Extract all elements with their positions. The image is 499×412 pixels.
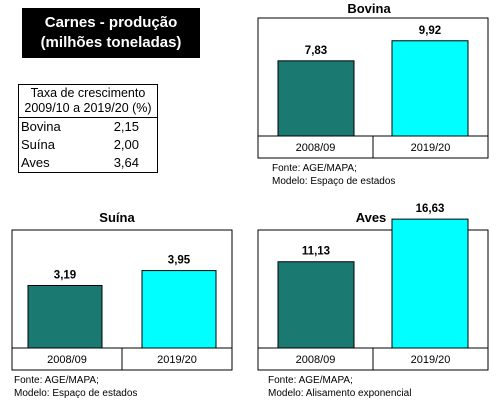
main-title: Carnes - produção (milhões toneladas) — [22, 8, 200, 58]
source-line2: Modelo: Alisamento exponencial — [268, 388, 412, 399]
data-label-bovina: 9,92 — [419, 25, 441, 37]
data-label-aves: 16,63 — [416, 203, 445, 215]
x-tick-label-bovina: 2019/20 — [411, 142, 451, 154]
row-label-bovina: Bovina — [21, 119, 61, 134]
x-tick-label-aves: 2008/09 — [296, 354, 336, 366]
data-label-aves: 11,13 — [302, 246, 330, 258]
chart-title-suina: Suína — [99, 210, 135, 225]
growth-rate-table: Taxa de crescimento 2009/10 a 2019/20 (%… — [18, 84, 158, 173]
source-line1: Fonte: AGE/MAPA; — [268, 375, 353, 386]
table-header-row: Taxa de crescimento 2009/10 a 2019/20 (%… — [18, 84, 158, 118]
table-header: Taxa de crescimento 2009/10 a 2019/20 (%… — [18, 84, 158, 118]
data-label-suina: 3,95 — [168, 255, 191, 267]
data-label-suina: 3,19 — [54, 269, 76, 281]
source-line1: Fonte: AGE/MAPA; — [272, 163, 357, 174]
chart-title-bovina: Bovina — [347, 1, 391, 16]
x-tick-label-suina: 2008/09 — [47, 354, 87, 366]
row-value-aves: 3,64 — [113, 155, 139, 170]
bar-aves-2019-20 — [391, 218, 469, 349]
table-row: Aves 3,64 — [19, 154, 158, 173]
chart-title-aves: Aves — [356, 210, 387, 225]
row-label-aves: Aves — [21, 155, 50, 170]
row-value-bovina: 2,15 — [113, 119, 139, 134]
bar-aves-2008-09 — [277, 261, 355, 349]
row-label-suina: Suína — [21, 137, 55, 152]
table-row: Bovina 2,15 — [19, 118, 158, 137]
x-tick-label-aves: 2019/20 — [411, 354, 451, 366]
source-note-aves: Fonte: AGE/MAPA; Modelo: Alisamento expo… — [268, 374, 411, 400]
bar-suina-2019-20 — [141, 270, 217, 349]
x-tick-label-suina: 2019/20 — [157, 354, 197, 366]
main-title-line2: (milhões toneladas) — [40, 34, 182, 51]
source-line1: Fonte: AGE/MAPA; — [14, 375, 99, 386]
bar-bovina-2019-20 — [391, 40, 469, 137]
row-value-suina: 2,00 — [113, 137, 139, 152]
source-line2: Modelo: Espaço de estados — [272, 176, 396, 187]
table-header-line2: 2009/10 a 2019/20 (%) — [24, 101, 152, 115]
bar-suina-2008-09 — [27, 284, 103, 349]
source-line2: Modelo: Espaço de estados — [14, 388, 138, 399]
table-row: Suína 2,00 — [19, 136, 158, 154]
x-tick-label-bovina: 2008/09 — [296, 142, 336, 154]
table-header-line1: Taxa de crescimento — [30, 86, 146, 100]
main-title-line1: Carnes - produção — [44, 14, 178, 31]
source-note-bovina: Fonte: AGE/MAPA; Modelo: Espaço de estad… — [272, 162, 395, 188]
data-label-bovina: 7,83 — [305, 45, 327, 57]
bar-bovina-2008-09 — [277, 60, 355, 137]
source-note-suina: Fonte: AGE/MAPA; Modelo: Espaço de estad… — [14, 374, 137, 400]
